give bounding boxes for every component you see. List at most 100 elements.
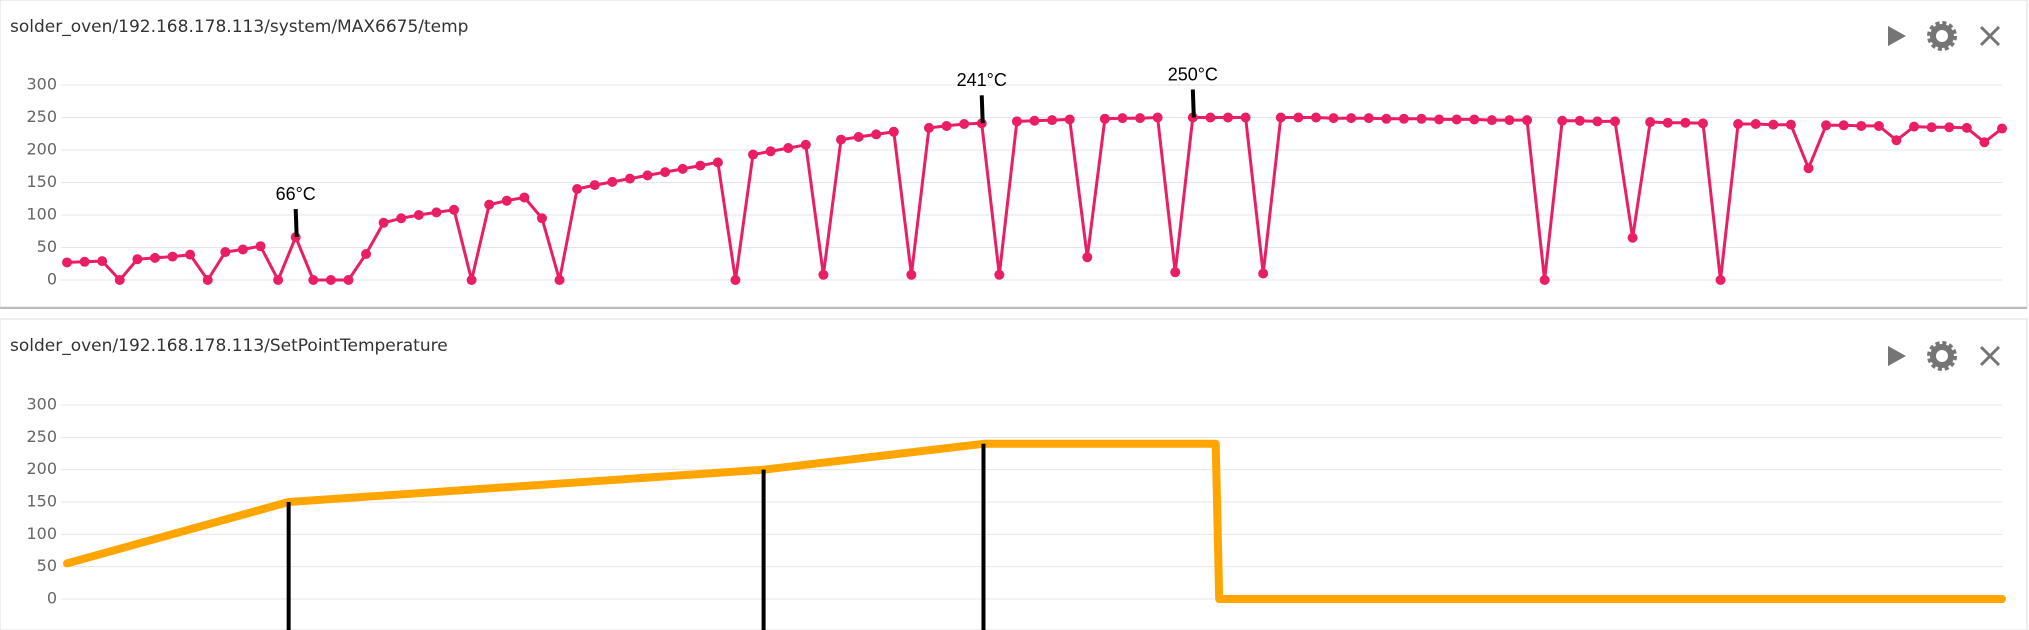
data-point — [1680, 117, 1691, 128]
data-point — [1434, 114, 1445, 125]
data-point — [449, 204, 459, 215]
data-point — [994, 269, 1005, 280]
data-point — [413, 210, 424, 220]
data-point — [748, 149, 759, 160]
data-point — [1381, 113, 1392, 124]
data-point — [1504, 115, 1515, 126]
data-point — [1715, 275, 1726, 285]
y-tick-label: 300 — [26, 75, 57, 94]
data-point — [1099, 113, 1110, 124]
data-point — [1891, 135, 1902, 146]
play-button[interactable] — [1888, 346, 1906, 366]
y-tick-label: 100 — [26, 524, 57, 543]
close-button[interactable] — [1979, 345, 2001, 367]
data-point — [1205, 112, 1216, 123]
y-tick-label: 0 — [47, 589, 57, 608]
data-point — [765, 146, 776, 157]
data-point — [660, 167, 671, 178]
data-point — [501, 195, 512, 206]
data-point — [185, 249, 196, 260]
y-tick-label: 50 — [37, 556, 57, 575]
data-point — [818, 269, 829, 280]
data-point — [1645, 117, 1656, 128]
y-tick-label: 200 — [26, 140, 57, 159]
data-point — [1275, 112, 1286, 123]
panel-title: solder_oven/192.168.178.113/SetPointTemp… — [10, 336, 448, 356]
data-point — [79, 256, 90, 267]
data-point — [273, 275, 284, 285]
settings-teeth — [1927, 21, 1957, 51]
data-point — [871, 129, 882, 140]
annotation-pointer — [1190, 89, 1196, 118]
data-point — [202, 275, 213, 285]
data-point — [1944, 122, 1955, 133]
data-point — [1082, 252, 1093, 263]
settings-button[interactable] — [1930, 344, 1954, 368]
data-point — [378, 217, 389, 228]
data-point — [1838, 120, 1849, 131]
data-point — [1029, 115, 1040, 126]
data-point — [361, 249, 372, 259]
data-point — [1821, 120, 1832, 131]
data-point — [1557, 115, 1568, 126]
data-point — [1961, 122, 1972, 133]
y-tick-label: 250 — [26, 107, 57, 126]
data-point — [255, 241, 266, 252]
data-point — [1398, 113, 1409, 124]
data-point — [1047, 115, 1058, 126]
play-button[interactable] — [1888, 26, 1906, 46]
annotation-pointer — [979, 95, 985, 124]
data-point — [1733, 119, 1744, 129]
data-point — [1346, 113, 1357, 124]
y-tick-label: 150 — [26, 172, 57, 191]
data-point — [554, 275, 565, 285]
panel-title: solder_oven/192.168.178.113/system/MAX66… — [10, 17, 468, 37]
data-point — [1627, 232, 1638, 243]
data-point — [484, 199, 495, 210]
data-point — [836, 134, 846, 145]
data-point — [1926, 122, 1937, 133]
annotation: 66°C — [276, 184, 316, 204]
data-point — [677, 163, 688, 174]
annotation: 241°C — [957, 70, 1007, 90]
data-point — [1451, 114, 1462, 125]
data-point — [941, 120, 952, 131]
settings-button[interactable] — [1930, 24, 1954, 48]
data-point — [536, 213, 547, 224]
data-point — [853, 132, 864, 142]
y-tick-label: 250 — [26, 427, 57, 446]
data-point — [62, 257, 72, 268]
data-point — [1011, 116, 1022, 127]
data-point — [220, 247, 231, 258]
data-point — [396, 213, 407, 224]
data-point — [132, 254, 143, 265]
y-tick-label: 100 — [26, 205, 57, 224]
data-point — [1117, 113, 1128, 124]
data-point — [343, 275, 354, 285]
data-point — [114, 275, 125, 285]
close-button[interactable] — [1979, 25, 2001, 47]
y-tick-label: 300 — [26, 395, 57, 414]
data-point — [642, 170, 653, 181]
data-point — [308, 275, 319, 285]
data-point — [589, 180, 600, 191]
data-point — [97, 256, 108, 267]
data-point — [1170, 267, 1181, 278]
data-point — [1979, 137, 1990, 148]
data-point — [1486, 115, 1497, 126]
data-point — [1909, 121, 1920, 132]
data-point — [1310, 112, 1321, 123]
data-point — [1258, 268, 1269, 279]
data-point — [712, 157, 723, 168]
y-tick-label: 150 — [26, 492, 57, 511]
data-point — [800, 139, 811, 150]
data-point — [1240, 112, 1251, 123]
settings-teeth — [1927, 341, 1957, 371]
data-point — [923, 122, 934, 133]
y-tick-label: 0 — [47, 270, 57, 289]
data-point — [1785, 119, 1796, 130]
data-point — [1662, 117, 1673, 128]
annotation: 250°C — [1168, 64, 1218, 84]
